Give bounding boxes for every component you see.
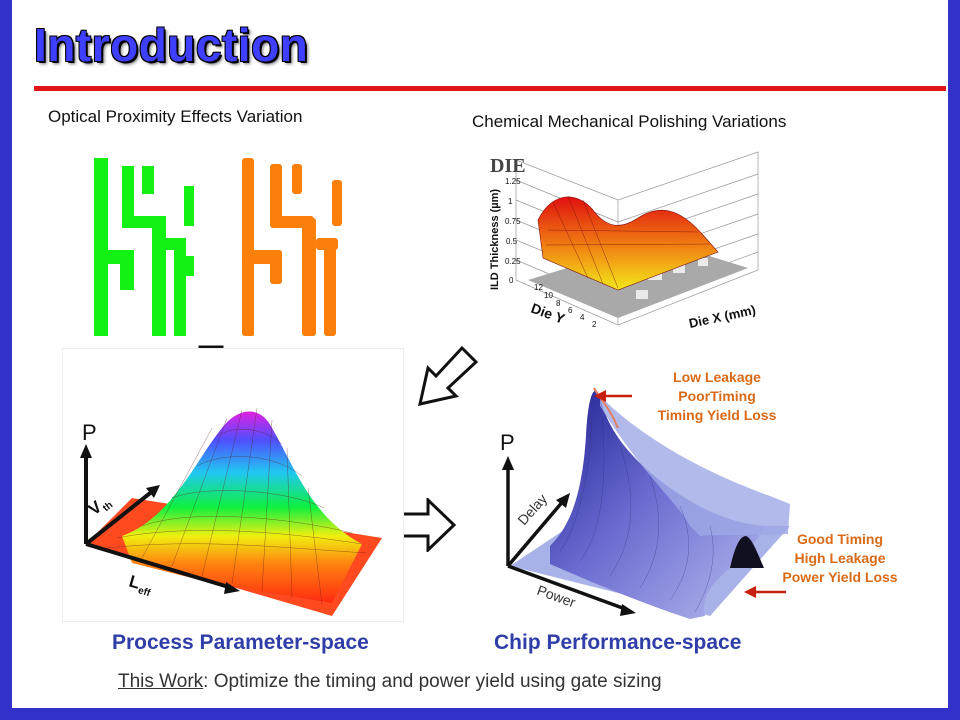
performance-surface-plot: P Delay Power [500, 387, 790, 619]
performance-p-label: P [500, 430, 515, 455]
cmp-surface-plot: DIE ILD Thickness (µm) 1.25 1 0.75 0.5 0… [489, 151, 759, 331]
caption-cmp: Chemical Mechanical Polishing Variations [472, 112, 787, 131]
annotation-low-line: PoorTiming [678, 388, 756, 404]
annotation-low-line: Timing Yield Loss [657, 407, 777, 423]
power-axis-label: Power [535, 582, 578, 611]
cmp-z-axis-label: ILD Thickness (µm) [489, 189, 501, 290]
process-space-label: Process Parameter-space [112, 631, 369, 654]
footer-lead: This Work [118, 671, 204, 692]
process-p-label: P [82, 420, 97, 445]
slide-title: Introduction [34, 19, 309, 71]
cmp-z-tick: 0 [509, 276, 514, 285]
cmp-z-tick: 0.25 [505, 257, 521, 266]
cmp-x-tick: 12 [534, 283, 543, 292]
cmp-z-tick: 1 [508, 197, 513, 206]
footer-text: : Optimize the timing and power yield us… [203, 671, 662, 692]
annotation-low-leakage: Low Leakage PoorTiming Timing Yield Loss [632, 368, 802, 425]
leff-axis-label: L [127, 572, 142, 593]
opc-orange-pattern [242, 158, 342, 336]
arrow-diagonal-hollow [418, 345, 479, 406]
cmp-z-tick: 0.5 [506, 237, 518, 246]
leff-axis-subscript: eff [137, 585, 152, 599]
process-surface-plot: P V th L eff [62, 348, 404, 622]
cmp-x-tick: 6 [568, 306, 573, 315]
title-underline-rule [34, 86, 946, 91]
performance-space-label: Chip Performance-space [494, 631, 742, 654]
annotation-good-timing: Good Timing High Leakage Power Yield Los… [755, 530, 925, 587]
annotation-low-line: Low Leakage [673, 369, 761, 385]
cmp-x-axis-label: Die X (mm) [688, 302, 758, 331]
opc-layout-figure [94, 158, 342, 336]
cmp-x-tick: 8 [556, 299, 561, 308]
cmp-x-tick: 10 [544, 291, 553, 300]
opc-green-pattern [94, 158, 194, 336]
caption-opc: Optical Proximity Effects Variation [48, 107, 303, 126]
frame-right-border [948, 0, 960, 720]
annotation-good-line: High Leakage [794, 550, 886, 566]
footer-statement: This Work: Optimize the timing and power… [118, 671, 662, 693]
cmp-z-tick: 0.75 [505, 217, 521, 226]
annotation-good-line: Power Yield Loss [782, 569, 898, 585]
cmp-z-tick: 1.25 [505, 177, 521, 186]
cmp-y-axis-label: Die Y [529, 300, 568, 327]
annotation-good-line: Good Timing [796, 531, 884, 547]
frame-left-border [0, 0, 12, 720]
cmp-plot-title: DIE [490, 155, 526, 177]
frame-bottom-border [0, 708, 960, 720]
cmp-x-tick: 2 [592, 320, 597, 329]
cmp-x-tick: 4 [580, 313, 585, 322]
